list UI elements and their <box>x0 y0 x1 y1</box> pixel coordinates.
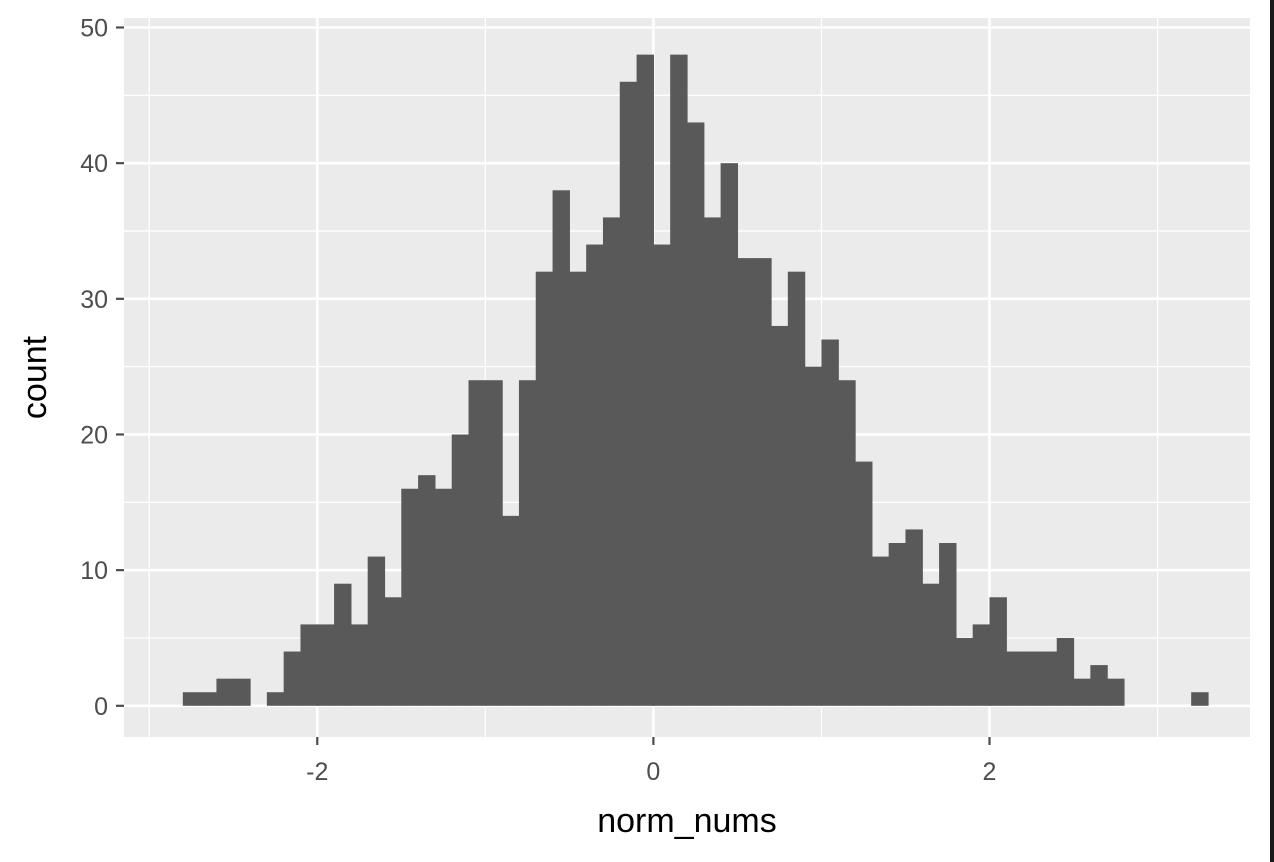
histogram-bar <box>300 624 318 706</box>
y-tick-label: 20 <box>80 421 108 449</box>
histogram-bar <box>1191 692 1209 706</box>
histogram-bar <box>1039 651 1058 706</box>
histogram-bar <box>1056 637 1075 706</box>
histogram-bar <box>334 583 352 706</box>
x-axis: -2 0 2 <box>306 737 996 786</box>
histogram-bar <box>922 583 940 706</box>
x-tick-label: 0 <box>646 758 660 786</box>
histogram-bar <box>821 339 839 706</box>
histogram-bar <box>754 258 772 706</box>
histogram-bar <box>586 244 604 706</box>
histogram-bar <box>1090 665 1108 706</box>
histogram-bar <box>485 380 503 706</box>
x-tick-label: 2 <box>983 758 997 786</box>
histogram-bar <box>468 380 486 706</box>
y-tick-label: 40 <box>80 150 108 178</box>
histogram-bar <box>905 529 923 706</box>
histogram-bar <box>939 543 957 706</box>
histogram-bar <box>703 217 722 706</box>
y-tick-label: 50 <box>80 14 108 42</box>
histogram-bar <box>687 122 705 706</box>
histogram-bar <box>317 624 335 706</box>
histogram-bar <box>653 244 671 706</box>
histogram-bar <box>804 366 823 706</box>
histogram-bar <box>182 692 201 706</box>
histogram-bar <box>518 380 537 706</box>
histogram-bar <box>367 556 386 706</box>
histogram-bar <box>787 271 806 706</box>
histogram-bar <box>233 678 251 706</box>
histogram-bar <box>199 692 218 706</box>
histogram-bar <box>636 54 654 706</box>
y-tick-label: 30 <box>80 286 108 314</box>
histogram-bar <box>989 597 1007 706</box>
histogram-bar <box>871 556 890 706</box>
histogram-bar <box>535 271 554 706</box>
y-tick-label: 0 <box>94 693 108 721</box>
y-axis: 0 10 20 30 40 50 <box>80 14 124 721</box>
histogram-bar <box>737 258 755 706</box>
x-tick-label: -2 <box>306 758 328 786</box>
histogram-bar <box>855 461 873 706</box>
histogram-bar <box>619 81 638 706</box>
histogram-bar <box>602 217 621 706</box>
window-edge <box>1270 0 1274 862</box>
histogram-bar <box>670 54 688 706</box>
histogram-bar <box>569 271 587 706</box>
histogram-bar <box>1073 678 1091 706</box>
histogram-bar <box>552 190 570 706</box>
histogram-bar <box>1006 651 1024 706</box>
histogram-bar <box>350 624 369 706</box>
histogram-bar <box>972 624 991 706</box>
histogram-bar <box>955 637 974 706</box>
histogram-bar <box>434 488 453 706</box>
histogram-bar <box>771 325 789 706</box>
histogram-bar <box>1107 678 1125 706</box>
histogram-bar <box>451 434 470 706</box>
histogram-bars <box>182 54 1209 706</box>
x-axis-title: norm_nums <box>597 802 777 840</box>
histogram-bar <box>502 515 520 706</box>
histogram-bar <box>266 692 285 706</box>
histogram-bar <box>720 163 739 706</box>
histogram-bar <box>216 678 234 706</box>
histogram-bar <box>401 488 419 706</box>
histogram-bar <box>384 597 402 706</box>
y-tick-label: 10 <box>80 557 108 585</box>
histogram-bar <box>1023 651 1041 706</box>
histogram-bar <box>888 543 907 706</box>
y-axis-title: count <box>16 335 54 419</box>
histogram-bar <box>418 475 436 706</box>
histogram-bar <box>283 651 302 706</box>
histogram-bar <box>838 380 856 706</box>
